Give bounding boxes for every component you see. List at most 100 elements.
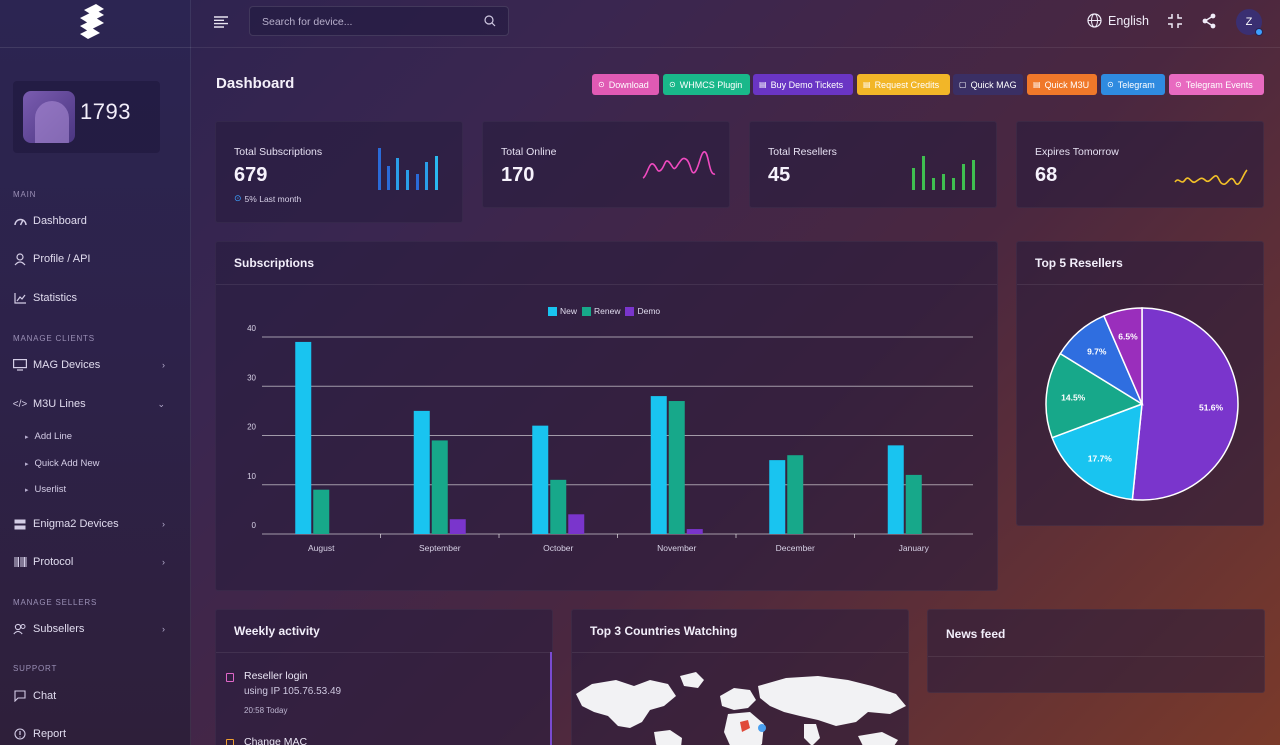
pie-slice — [1045, 352, 1144, 439]
action-button-4[interactable]: ▢ Quick MAG — [953, 74, 1023, 95]
pie-slice — [1051, 402, 1143, 501]
language-selector[interactable]: English — [1087, 13, 1149, 28]
sidebar-item-chat[interactable]: Chat — [13, 685, 178, 707]
action-icon: ▢ — [959, 80, 967, 89]
dashboard-icon — [13, 214, 27, 228]
action-label: Telegram Events — [1185, 79, 1253, 90]
x-tick-label: November — [657, 543, 696, 553]
search-input[interactable] — [262, 13, 472, 31]
search-icon[interactable] — [484, 15, 496, 27]
sidebar-item-report[interactable]: Report — [13, 723, 178, 745]
share-icon[interactable] — [1201, 13, 1217, 29]
code-icon: </> — [12, 398, 28, 410]
alert-icon — [13, 727, 27, 741]
menu-icon[interactable] — [214, 16, 228, 28]
bar-renew — [787, 455, 804, 534]
sidebar-subitem-userlist[interactable]: ▸ Userlist — [25, 484, 67, 495]
action-button-7[interactable]: ⊙ Telegram Events — [1169, 74, 1264, 95]
action-icon: ▤ — [1033, 80, 1041, 89]
sidebar-item-mag-devices[interactable]: MAG Devices › — [13, 354, 178, 376]
stat-value: 68 — [1035, 164, 1058, 186]
chevron-right-icon: › — [162, 519, 165, 529]
legend-label-demo: Demo — [637, 306, 661, 316]
panel-title: Top 5 Resellers — [1035, 256, 1123, 270]
bar-renew — [431, 440, 448, 534]
world-map — [576, 672, 906, 745]
server-icon — [13, 517, 27, 531]
panel-title: Top 3 Countries Watching — [590, 624, 738, 638]
user-icon — [13, 252, 27, 266]
bullet-icon: ▸ — [25, 460, 29, 468]
bar-renew — [313, 489, 330, 534]
x-tick-label: December — [776, 543, 815, 553]
pie-label: 9.7% — [1087, 347, 1107, 357]
sidebar-item-label: Dashboard — [33, 215, 87, 227]
subscriptions-bar-chart: 0 10 20 30 40 August September October November D… — [247, 324, 973, 553]
activity-title: Change MAC — [244, 736, 308, 745]
user-card[interactable]: 1793 — [13, 81, 160, 153]
countries-panel: Top 3 Countries Watching — [571, 609, 909, 745]
action-button-3[interactable]: ▤ Request Credits — [857, 74, 950, 95]
action-icon: ▤ — [759, 80, 767, 89]
activity-title: Reseller login — [244, 670, 308, 682]
sidebar-item-label: Chat — [33, 690, 57, 702]
sidebar-item-enigma2[interactable]: Enigma2 Devices › — [13, 513, 178, 535]
y-tick-label: 40 — [247, 324, 256, 333]
bar-renew — [668, 401, 685, 534]
action-button-2[interactable]: ▤ Buy Demo Tickets — [753, 74, 853, 95]
sidebar-item-label: Protocol — [33, 556, 74, 568]
stat-value: 170 — [501, 164, 535, 186]
user-id: 1793 — [80, 99, 131, 124]
activity-detail: using IP 105.76.53.49 — [244, 686, 342, 697]
sidebar-subitem-add-line[interactable]: ▸ Add Line — [25, 431, 73, 442]
sidebar-item-statistics[interactable]: Statistics — [13, 287, 178, 309]
bar-new — [413, 410, 430, 534]
panel-title: News feed — [946, 627, 1006, 641]
stat-label: Expires Tomorrow — [1035, 146, 1119, 158]
user-avatar[interactable]: Z — [1236, 9, 1263, 36]
arrow-up-circle-icon: ⊙ — [234, 193, 242, 203]
bar-demo — [686, 529, 703, 534]
sidebar-item-subsellers[interactable]: Subsellers › — [13, 618, 178, 640]
action-button-1[interactable]: ⊙ WHMCS Plugin — [663, 74, 750, 95]
pie-label: 14.5% — [1061, 392, 1086, 402]
sidebar-item-profile[interactable]: Profile / API — [13, 248, 178, 270]
sidebar-item-label: Profile / API — [33, 253, 91, 265]
y-tick-label: 20 — [247, 423, 256, 432]
chat-icon — [13, 689, 27, 703]
sidebar-item-label: Statistics — [33, 292, 78, 304]
action-icon: ⊙ — [669, 80, 676, 89]
stat-value: 679 — [234, 164, 268, 186]
logo-icon[interactable] — [76, 4, 108, 40]
action-label: Download — [608, 79, 649, 90]
y-tick-label: 0 — [252, 521, 257, 530]
bar-new — [295, 341, 312, 534]
sidebar-item-label: Report — [33, 728, 67, 740]
page-title: Dashboard — [216, 75, 295, 92]
sidebar-item-m3u-lines[interactable]: </> M3U Lines ⌄ — [13, 393, 178, 415]
scrollbar[interactable] — [550, 652, 552, 745]
stat-label: Total Subscriptions — [234, 146, 323, 158]
globe-icon — [1087, 13, 1102, 28]
action-button-5[interactable]: ▤ Quick M3U — [1027, 74, 1097, 95]
action-button-0[interactable]: ⊙ Download — [592, 74, 659, 95]
sidebar-item-dashboard[interactable]: Dashboard — [13, 210, 178, 232]
pie-slice — [1102, 307, 1143, 405]
sidebar-subitem-quick-add[interactable]: ▸ Quick Add New — [25, 458, 100, 469]
action-label: WHMCS Plugin — [679, 79, 743, 90]
chart-legend: New Renew Demo — [548, 306, 660, 316]
barcode-icon — [13, 555, 27, 569]
action-button-6[interactable]: ⊙ Telegram — [1101, 74, 1165, 95]
y-tick-label: 10 — [247, 472, 256, 481]
fullscreen-exit-icon[interactable] — [1167, 13, 1183, 29]
monitor-icon — [13, 358, 27, 372]
pie-label: 51.6% — [1199, 402, 1224, 412]
legend-label-new: New — [560, 306, 578, 316]
activity-item[interactable]: Change MAC — [244, 736, 307, 745]
section-main: MAIN — [13, 190, 37, 199]
sidebar-item-label: Enigma2 Devices — [33, 518, 119, 530]
sidebar-item-protocol[interactable]: Protocol › — [13, 551, 178, 573]
section-manage-sellers: MANAGE SELLERS — [13, 598, 98, 607]
activity-item[interactable]: Reseller login using IP 105.76.53.49 20:… — [244, 670, 341, 715]
stat-value: 45 — [768, 164, 791, 186]
